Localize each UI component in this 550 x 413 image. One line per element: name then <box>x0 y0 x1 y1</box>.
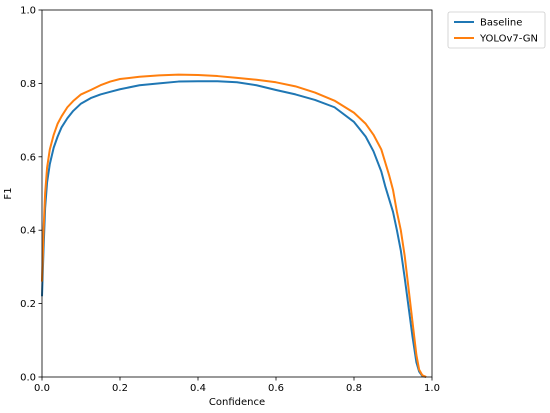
x-tick-label: 0.6 <box>268 383 284 394</box>
legend-entry: Baseline <box>480 18 522 29</box>
y-axis-label: F1 <box>3 187 14 199</box>
series-layer <box>41 73 427 378</box>
y-tick-label: 1.0 <box>20 6 36 17</box>
x-tick-label: 0.8 <box>346 383 362 394</box>
x-tick-label: 0.0 <box>34 383 50 394</box>
y-tick-label: 0.6 <box>20 152 36 163</box>
y-tick-label: 0.8 <box>20 79 36 90</box>
x-tick-label: 0.4 <box>190 383 206 394</box>
series-line-baseline <box>41 80 427 378</box>
y-tick-label: 0.4 <box>20 226 36 237</box>
series-line-yolov7-gn <box>41 73 427 378</box>
legend-entry: YOLOv7-GN <box>479 34 538 45</box>
x-tick-label: 1.0 <box>424 383 440 394</box>
legend: Baseline YOLOv7-GN <box>447 11 546 49</box>
x-tick-label: 0.2 <box>112 383 128 394</box>
y-tick-label: 0.2 <box>20 299 36 310</box>
y-tick-label: 0.0 <box>20 373 36 384</box>
ticks-layer: 0.0 0.2 0.4 0.6 0.8 1.0 0.0 0.2 0.4 0.6 0.8 1.0 <box>20 6 440 395</box>
plot-area-frame <box>41 9 433 378</box>
x-axis-label: Confidence <box>209 397 265 408</box>
